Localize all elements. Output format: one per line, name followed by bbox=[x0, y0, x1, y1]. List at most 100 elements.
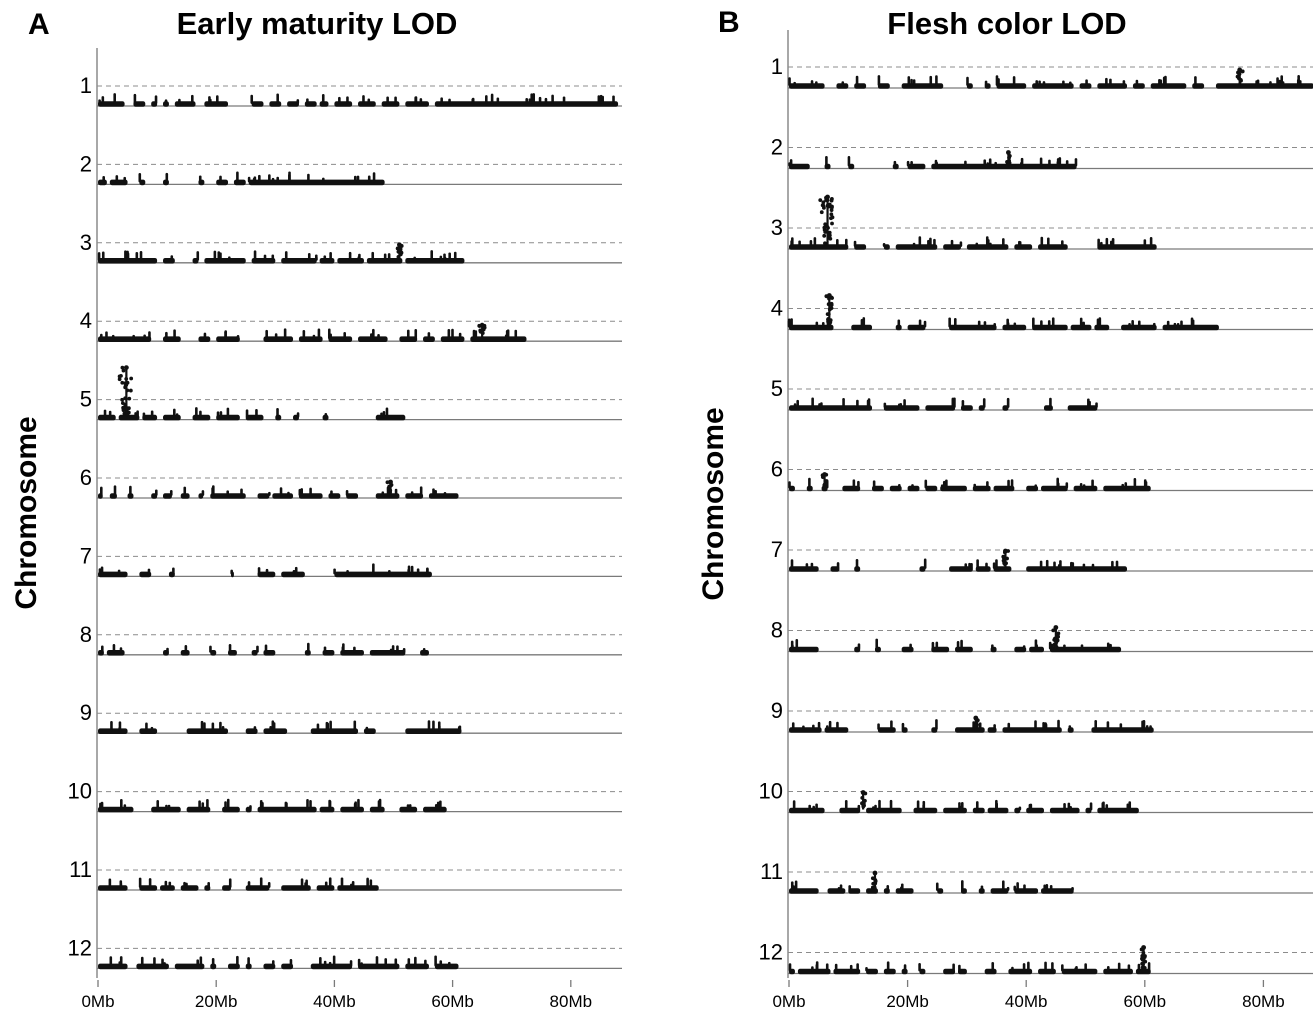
lod-point bbox=[329, 333, 332, 340]
lod-point bbox=[918, 319, 922, 328]
lod-point bbox=[911, 484, 914, 489]
lod-point-cluster bbox=[907, 163, 926, 170]
lod-point bbox=[451, 328, 454, 340]
lod-point bbox=[812, 805, 816, 811]
lod-point bbox=[416, 568, 420, 575]
lod-point bbox=[250, 94, 254, 104]
lod-point bbox=[208, 96, 211, 104]
lod-point bbox=[328, 799, 331, 810]
lod-point bbox=[1007, 722, 1011, 730]
lod-point bbox=[1152, 322, 1156, 328]
lod-peak-max-point bbox=[822, 472, 827, 477]
lod-point-cluster bbox=[98, 963, 128, 970]
lod-point bbox=[274, 333, 278, 340]
lod-point bbox=[1164, 75, 1167, 86]
lod-point bbox=[1180, 320, 1183, 328]
lod-point bbox=[148, 331, 151, 340]
lod-point bbox=[1032, 317, 1035, 328]
lod-point bbox=[1111, 560, 1114, 569]
panel-b-flesh-color: B Flesh color LOD Chromosome 0Mb 20Mb 40Mb… bbox=[697, 6, 1313, 1011]
lod-peak-point bbox=[829, 205, 834, 210]
lod-point-cluster bbox=[334, 101, 353, 107]
lod-point bbox=[525, 98, 529, 104]
lod-point bbox=[844, 799, 848, 811]
lod-point-cluster bbox=[925, 485, 938, 492]
lod-point bbox=[100, 486, 103, 496]
lod-point bbox=[382, 410, 386, 418]
lod-point-cluster bbox=[405, 963, 429, 970]
lod-point bbox=[108, 410, 112, 418]
lod-point bbox=[898, 483, 901, 489]
chr-6-lod-points bbox=[788, 472, 1151, 492]
lod-point bbox=[123, 804, 127, 810]
lod-point-cluster bbox=[216, 179, 229, 186]
lod-point-cluster bbox=[895, 244, 938, 250]
lod-peak-point bbox=[129, 376, 134, 381]
lod-point bbox=[375, 956, 379, 967]
lod-peak-max-point bbox=[1237, 67, 1243, 73]
panel-a-x-tick-label: 20Mb bbox=[195, 992, 238, 1011]
lod-point-cluster bbox=[139, 885, 158, 891]
lod-point bbox=[1117, 962, 1121, 972]
lod-point-cluster bbox=[833, 968, 861, 975]
chromosome-12-label: 12 bbox=[68, 935, 92, 960]
lod-point bbox=[551, 94, 554, 104]
lod-point bbox=[860, 319, 864, 328]
lod-point bbox=[1173, 322, 1177, 328]
lod-point bbox=[434, 489, 437, 496]
lod-peak-point bbox=[827, 233, 832, 238]
lod-point bbox=[156, 800, 160, 810]
lod-point-cluster bbox=[375, 414, 406, 421]
lod-point bbox=[300, 878, 304, 888]
lod-point-cluster bbox=[420, 650, 429, 656]
lod-point bbox=[1056, 482, 1060, 489]
lod-point bbox=[443, 491, 447, 496]
chr-7-lod-points bbox=[789, 548, 1128, 572]
panel-a-x-tick-label: 0Mb bbox=[81, 992, 114, 1011]
lod-point bbox=[1050, 644, 1054, 650]
lod-point bbox=[101, 96, 105, 104]
lod-peak-point bbox=[120, 401, 125, 405]
lod-point bbox=[377, 334, 380, 340]
lod-point bbox=[857, 643, 861, 650]
lod-point bbox=[271, 177, 275, 183]
lod-point bbox=[1106, 965, 1110, 972]
lod-point bbox=[1002, 238, 1005, 247]
lod-point bbox=[899, 403, 903, 408]
lod-point-cluster bbox=[257, 493, 270, 499]
lod-peak-point bbox=[120, 365, 125, 370]
lod-point bbox=[264, 644, 268, 653]
lod-point bbox=[471, 97, 475, 104]
lod-point-cluster bbox=[139, 728, 158, 734]
lod-point-cluster bbox=[98, 336, 152, 342]
lod-point bbox=[788, 963, 792, 972]
lod-point bbox=[324, 881, 328, 888]
lod-point bbox=[789, 159, 793, 167]
lod-point bbox=[166, 647, 169, 653]
lod-point bbox=[276, 176, 280, 183]
lod-point bbox=[995, 799, 998, 811]
lod-point bbox=[316, 723, 320, 732]
lod-point bbox=[98, 568, 102, 575]
lod-point bbox=[942, 480, 946, 489]
lod-point bbox=[910, 161, 913, 167]
lod-point bbox=[992, 562, 996, 569]
lod-point bbox=[1089, 802, 1093, 811]
lod-peak-point bbox=[128, 388, 133, 393]
lod-point bbox=[856, 963, 859, 972]
chr-4-lod-points bbox=[98, 322, 527, 342]
lod-point bbox=[370, 333, 373, 340]
lod-point bbox=[811, 397, 814, 408]
lod-point bbox=[1096, 318, 1100, 328]
lod-point bbox=[989, 242, 992, 247]
chromosome-7-label: 7 bbox=[771, 537, 783, 562]
lod-point bbox=[276, 407, 279, 418]
lod-point bbox=[918, 963, 921, 972]
lod-point bbox=[113, 93, 116, 104]
lod-point bbox=[1097, 238, 1100, 247]
lod-point bbox=[198, 800, 201, 810]
lod-peak-point bbox=[1056, 631, 1061, 636]
lod-point bbox=[360, 962, 363, 967]
lod-point bbox=[1106, 721, 1110, 730]
lod-point bbox=[163, 962, 166, 967]
